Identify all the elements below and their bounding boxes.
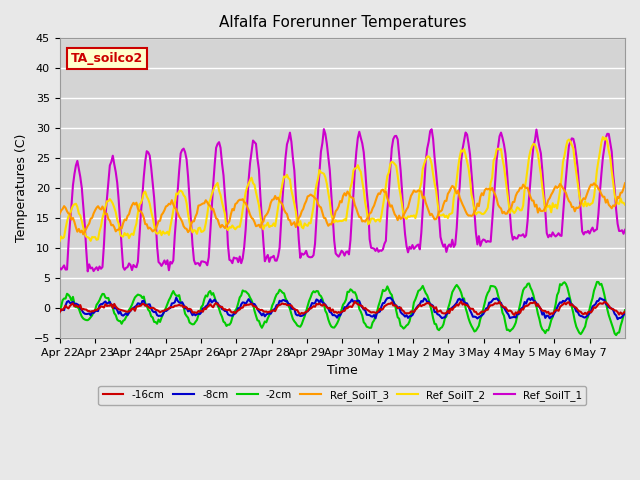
Y-axis label: Temperatures (C): Temperatures (C) — [15, 134, 28, 242]
X-axis label: Time: Time — [327, 363, 358, 377]
Title: Alfalfa Forerunner Temperatures: Alfalfa Forerunner Temperatures — [218, 15, 466, 30]
Text: TA_soilco2: TA_soilco2 — [71, 52, 143, 65]
Legend: -16cm, -8cm, -2cm, Ref_SoilT_3, Ref_SoilT_2, Ref_SoilT_1: -16cm, -8cm, -2cm, Ref_SoilT_3, Ref_Soil… — [99, 386, 586, 405]
